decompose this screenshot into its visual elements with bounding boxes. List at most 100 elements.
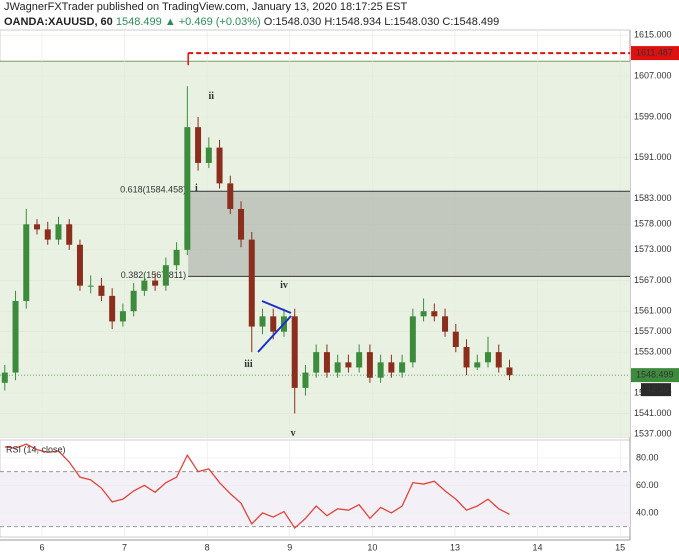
candle-body	[345, 362, 352, 368]
ohlc-high: H:1548.934	[324, 16, 382, 28]
x-tick-label: 10	[367, 542, 377, 552]
y-tick-label: 1573.000	[634, 244, 672, 254]
candle-body	[474, 362, 481, 368]
candle-body	[98, 285, 105, 296]
y-tick-label: 1537.000	[634, 428, 672, 438]
candle-body	[399, 362, 406, 373]
candle-body	[463, 347, 470, 368]
candle-body	[495, 352, 502, 368]
candle-body	[323, 352, 330, 373]
candle-body	[409, 316, 416, 363]
candle-body	[184, 127, 191, 250]
candle-body	[259, 316, 266, 327]
candle-body	[248, 239, 255, 327]
candle-body	[356, 352, 363, 368]
x-tick-label: 15	[615, 542, 625, 552]
candle-body	[431, 311, 438, 317]
candle-body	[377, 362, 384, 378]
wave-label: v	[291, 428, 296, 439]
candle-body	[1, 372, 8, 383]
candle-body	[366, 352, 373, 378]
symbol: OANDA:XAUUSD, 60	[4, 16, 113, 28]
candle-body	[66, 224, 73, 245]
y-tick-label: 1553.000	[634, 346, 672, 356]
price-label-box	[631, 368, 679, 383]
header-quote: OANDA:XAUUSD, 60 1548.499 ▲ +0.469 (+0.0…	[4, 15, 499, 30]
rsi-band	[0, 471, 630, 527]
header-title: JWagnerFXTrader published on TradingView…	[4, 1, 408, 13]
candle-body	[238, 208, 245, 240]
candle-body	[313, 352, 320, 373]
y-tick-label: 1583.000	[634, 193, 672, 203]
x-tick-label: 8	[205, 542, 210, 552]
candle-body	[162, 265, 169, 286]
y-tick-label: 60.00	[636, 480, 659, 490]
y-tick-label: 1607.000	[634, 70, 672, 80]
x-tick-label: 6	[39, 542, 44, 552]
x-tick-label: 7	[122, 542, 127, 552]
rsi-title: RSI (14, close)	[6, 444, 66, 454]
ohlc-low: L:1548.030	[384, 16, 440, 28]
y-tick-label: 40.00	[636, 507, 659, 517]
candle-body	[302, 372, 309, 388]
fib-label: 0.382(1567.811)	[121, 270, 186, 280]
candle-body	[442, 316, 449, 332]
y-tick-label: 1599.000	[634, 111, 672, 121]
candle-body	[506, 367, 513, 376]
candle-body	[23, 224, 30, 301]
candle-body	[195, 127, 202, 163]
change: ▲ +0.469 (+0.03%)	[164, 16, 261, 28]
y-tick-label: 1591.000	[634, 152, 672, 162]
y-tick-label: 1615.000	[634, 29, 672, 39]
triangle	[257, 300, 292, 353]
candle-body	[44, 229, 51, 240]
countdown: 42:36	[646, 384, 669, 394]
fib-label: 0.618(1584.458)	[120, 185, 186, 195]
wave-label: iii	[244, 359, 253, 370]
header: JWagnerFXTrader published on TradingView…	[4, 0, 499, 30]
candle-body	[227, 183, 234, 209]
y-tick-label: 80.00	[636, 452, 659, 462]
candle-body	[141, 280, 148, 291]
candle-body	[205, 147, 212, 163]
y-tick-label: 1567.000	[634, 275, 672, 285]
candle-body	[452, 331, 459, 348]
x-tick-label: 9	[287, 542, 292, 552]
triangle-edge	[261, 300, 292, 314]
triangle-edge	[257, 315, 292, 353]
candle-body	[420, 311, 427, 317]
y-tick-label: 1578.000	[634, 219, 672, 229]
candle-body	[270, 316, 277, 332]
candle-body	[173, 249, 180, 266]
candle-body	[34, 224, 41, 230]
resistance-label: 1611.487	[636, 47, 673, 57]
ohlc-open: O:1548.030	[263, 16, 322, 28]
candle-body	[12, 300, 19, 373]
x-tick-label: 13	[450, 542, 460, 552]
rsi-line	[4, 443, 510, 530]
price: 1548.499	[115, 16, 162, 28]
x-tick-label: 14	[533, 542, 543, 552]
candle-body	[485, 352, 492, 363]
last-price-label: 1548.499	[636, 370, 674, 380]
candle-body	[291, 316, 298, 388]
candle-body	[334, 362, 341, 373]
countdown-box	[641, 383, 671, 397]
ohlc-close: C:1548.499	[442, 16, 500, 28]
wave-label: ii	[209, 91, 215, 102]
candle-body	[76, 244, 83, 286]
candle-body	[109, 295, 116, 322]
candle-body	[130, 290, 137, 312]
wave-label: iv	[280, 280, 288, 291]
fib-zone	[188, 191, 631, 277]
y-tick-label: 1561.000	[634, 306, 672, 316]
candle-body	[388, 362, 395, 373]
y-tick-label: 1557.000	[634, 326, 672, 336]
candle-body	[119, 311, 126, 322]
wave-label: i	[195, 183, 198, 194]
candle-body	[87, 285, 94, 287]
candle-body	[55, 224, 62, 240]
candle-body	[152, 280, 159, 286]
